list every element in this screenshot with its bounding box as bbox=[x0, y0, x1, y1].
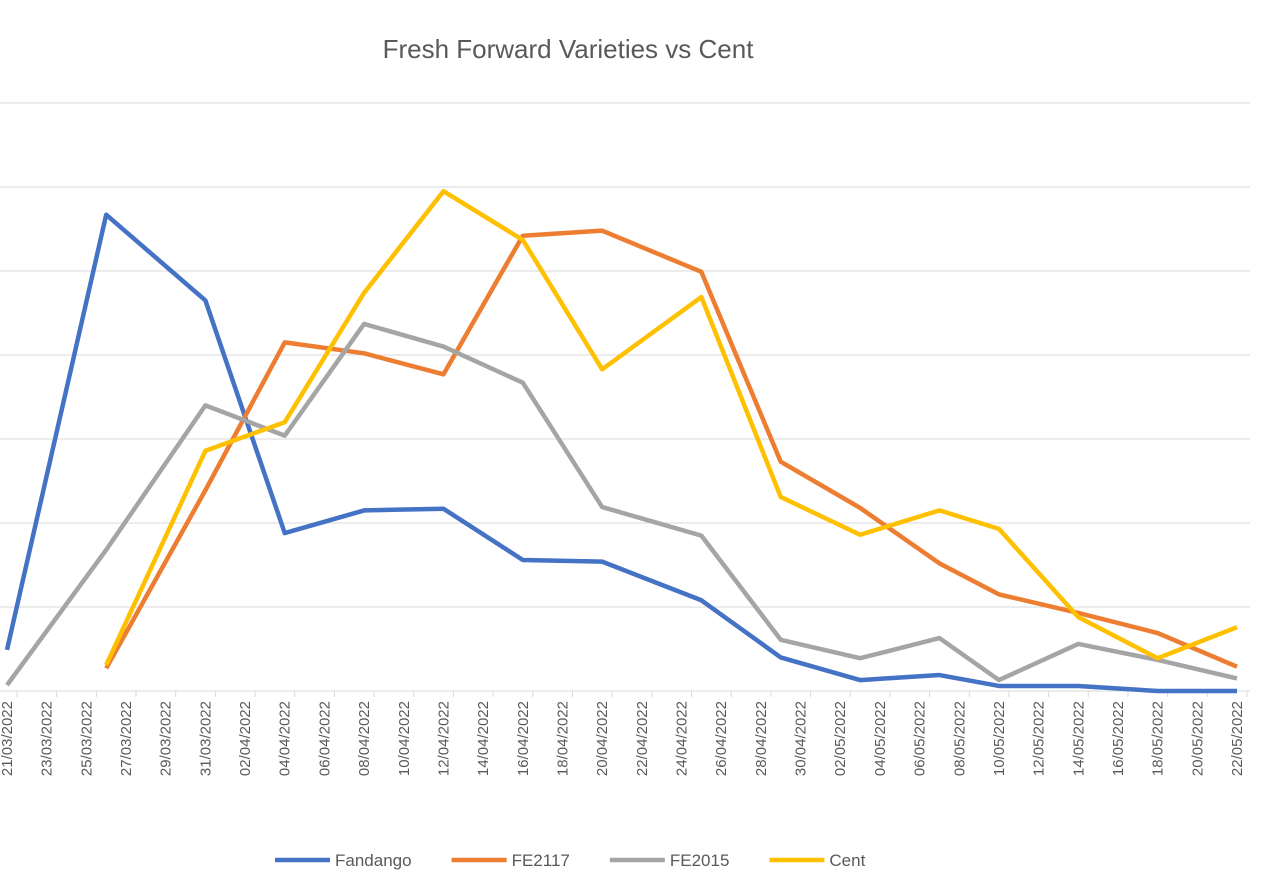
x-tick-label: 24/04/2022 bbox=[674, 701, 691, 776]
x-tick-label: 10/05/2022 bbox=[991, 701, 1008, 776]
x-tick-label: 14/05/2022 bbox=[1070, 701, 1087, 776]
x-tick-label: 25/03/2022 bbox=[78, 701, 95, 776]
x-tick-label: 22/04/2022 bbox=[634, 701, 651, 776]
series-line bbox=[4, 212, 1237, 694]
series-line bbox=[104, 228, 1238, 670]
x-tick-label: 31/03/2022 bbox=[197, 701, 214, 776]
series-line bbox=[104, 188, 1238, 666]
x-tick-label: 22/05/2022 bbox=[1229, 701, 1246, 776]
x-tick-label: 27/03/2022 bbox=[118, 701, 135, 776]
x-tick-label: 16/04/2022 bbox=[515, 701, 532, 776]
x-tick-label: 28/04/2022 bbox=[753, 701, 770, 776]
x-tick-label: 29/03/2022 bbox=[158, 701, 175, 776]
x-tick-label: 26/04/2022 bbox=[713, 701, 730, 776]
legend-label: FE2117 bbox=[512, 851, 570, 870]
x-tick-label: 23/03/2022 bbox=[39, 701, 56, 776]
x-tick-label: 08/04/2022 bbox=[356, 701, 373, 776]
x-tick-label: 12/05/2022 bbox=[1031, 701, 1048, 776]
legend-label: Cent bbox=[829, 851, 865, 870]
x-tick-label: 04/04/2022 bbox=[277, 701, 294, 776]
x-tick-label: 12/04/2022 bbox=[435, 701, 452, 776]
x-tick-label: 08/05/2022 bbox=[951, 701, 968, 776]
series-line bbox=[5, 321, 1238, 687]
x-tick-label: 06/05/2022 bbox=[912, 701, 929, 776]
chart-title: Fresh Forward Varieties vs Cent bbox=[383, 34, 755, 64]
x-tick-label: 30/04/2022 bbox=[793, 701, 810, 776]
x-tick-label: 14/04/2022 bbox=[475, 701, 492, 776]
x-tick-label: 18/04/2022 bbox=[554, 701, 571, 776]
x-tick-label: 21/03/2022 bbox=[0, 701, 16, 776]
legend-label: Fandango bbox=[335, 851, 412, 870]
x-tick-label: 04/05/2022 bbox=[872, 701, 889, 776]
x-tick-label: 02/05/2022 bbox=[832, 701, 849, 776]
x-tick-label: 20/05/2022 bbox=[1189, 701, 1206, 776]
x-tick-label: 02/04/2022 bbox=[237, 701, 254, 776]
x-tick-label: 10/04/2022 bbox=[396, 701, 413, 776]
x-tick-label: 06/04/2022 bbox=[316, 701, 333, 776]
x-tick-label: 20/04/2022 bbox=[594, 701, 611, 776]
x-tick-label: 18/05/2022 bbox=[1150, 701, 1167, 776]
legend-label: FE2015 bbox=[670, 851, 730, 870]
x-tick-label: 16/05/2022 bbox=[1110, 701, 1127, 776]
